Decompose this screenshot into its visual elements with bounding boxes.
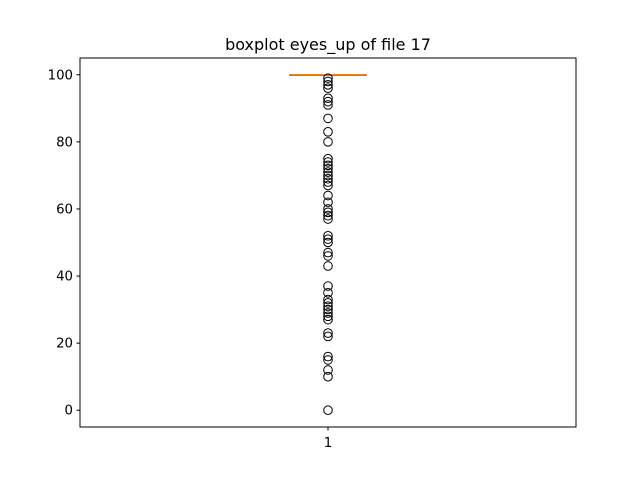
outlier-point xyxy=(323,311,333,322)
outlier-point xyxy=(323,214,333,224)
outlier-point xyxy=(323,177,333,187)
outlier-point xyxy=(323,173,333,184)
y-tick-label: 60 xyxy=(56,202,73,217)
outlier-point xyxy=(323,113,333,124)
outlier-point xyxy=(323,197,333,208)
x-tick-label: 1 xyxy=(324,436,332,451)
outlier-point xyxy=(323,167,333,177)
outlier-point xyxy=(323,190,333,201)
outlier-point xyxy=(323,137,333,147)
outlier-point xyxy=(323,180,333,191)
outlier-point xyxy=(323,251,333,261)
y-tick-label: 100 xyxy=(48,68,73,83)
outlier-point xyxy=(323,93,333,104)
y-tick-label: 80 xyxy=(56,135,73,150)
outlier-point xyxy=(323,365,333,375)
outlier-point xyxy=(323,328,333,338)
outlier-point xyxy=(323,76,333,87)
outlier-point xyxy=(323,127,333,137)
outlier-point xyxy=(323,281,333,291)
outlier-point xyxy=(323,237,333,248)
outlier-point xyxy=(323,331,333,342)
outlier-point xyxy=(323,204,333,214)
axes-frame xyxy=(79,57,577,428)
outlier-point xyxy=(323,314,333,325)
outlier-point xyxy=(323,73,333,83)
outlier-point xyxy=(323,304,333,315)
outlier-point xyxy=(323,160,333,171)
y-tick-label: 40 xyxy=(56,270,73,285)
plot-area xyxy=(289,73,367,416)
outlier-point xyxy=(323,301,333,312)
outlier-point xyxy=(323,261,333,271)
outlier-point xyxy=(323,170,333,181)
outlier-point xyxy=(323,96,333,107)
outlier-point xyxy=(323,247,333,258)
outlier-point xyxy=(323,153,333,164)
outlier-point xyxy=(323,234,333,244)
outlier-point xyxy=(323,163,333,174)
outlier-point xyxy=(323,371,333,382)
outlier-point xyxy=(323,230,333,241)
y-axis: 0 20 40 60 80 100 xyxy=(48,68,80,419)
y-tick-label: 0 xyxy=(65,404,73,419)
chart-title: boxplot eyes_up of file 17 xyxy=(225,35,431,55)
outlier-point xyxy=(323,288,333,298)
x-axis: 1 xyxy=(324,427,332,451)
outlier-point xyxy=(323,207,333,218)
outlier-point xyxy=(323,80,333,90)
outlier-point xyxy=(323,308,333,318)
outlier-point xyxy=(323,298,333,308)
outlier-point xyxy=(323,351,333,362)
y-tick-label: 20 xyxy=(56,337,73,352)
outlier-point xyxy=(323,405,333,416)
outlier-point xyxy=(323,294,333,305)
outlier-point xyxy=(323,157,333,167)
outlier-point xyxy=(323,83,333,93)
outlier-point xyxy=(323,355,333,365)
outlier-point xyxy=(323,210,333,221)
outlier-point xyxy=(323,100,333,110)
